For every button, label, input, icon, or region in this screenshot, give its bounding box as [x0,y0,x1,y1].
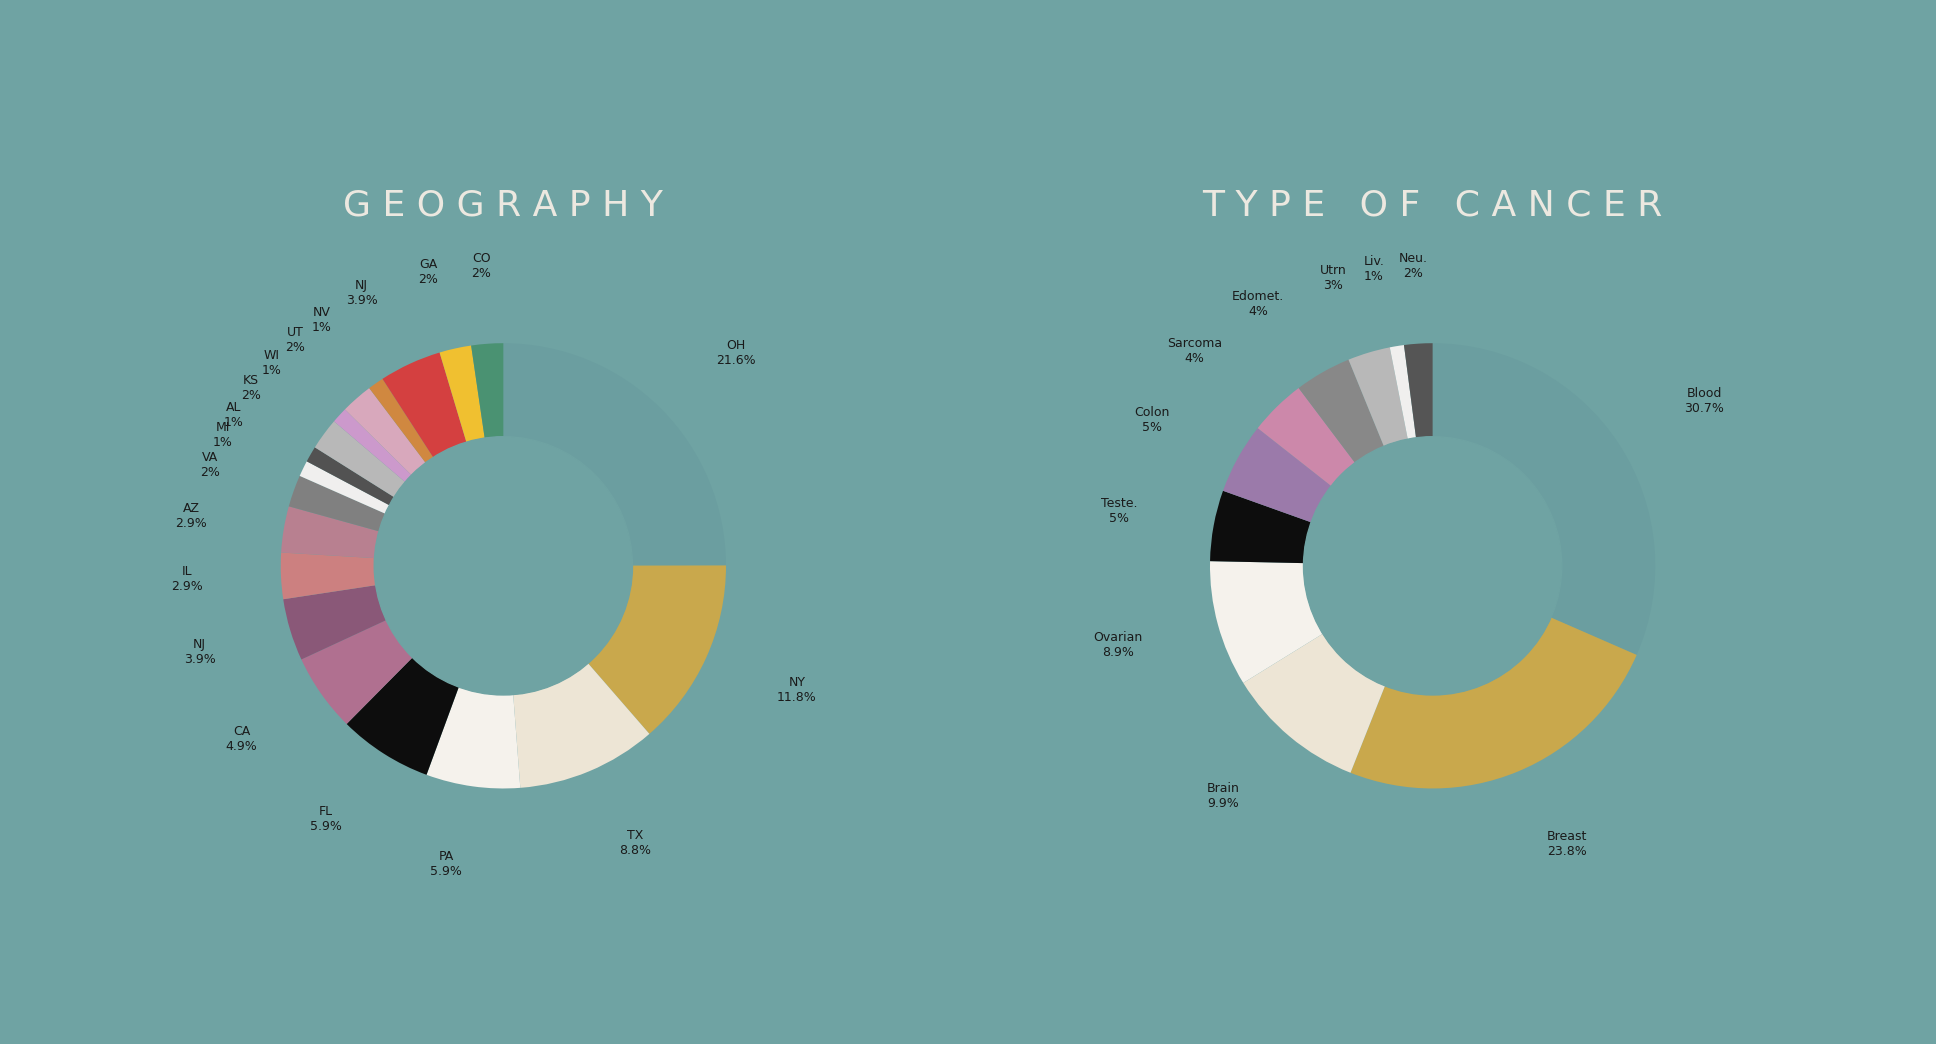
Circle shape [374,436,633,695]
Text: T Y P E   O F   C A N C E R: T Y P E O F C A N C E R [1202,188,1663,222]
Text: NV
1%: NV 1% [312,306,331,333]
Wedge shape [1433,343,1655,655]
Wedge shape [1351,617,1636,788]
Text: Blood
30.7%: Blood 30.7% [1684,387,1723,416]
Wedge shape [345,388,426,475]
Text: GA
2%: GA 2% [418,258,438,286]
Text: UT
2%: UT 2% [285,326,306,354]
Wedge shape [470,343,503,438]
Wedge shape [589,566,726,734]
Wedge shape [1210,562,1322,683]
Wedge shape [439,346,484,442]
Text: IL
2.9%: IL 2.9% [172,566,203,593]
Text: CO
2%: CO 2% [472,252,492,280]
Wedge shape [1349,348,1407,446]
Text: AZ
2.9%: AZ 2.9% [174,502,207,530]
Text: MI
1%: MI 1% [213,421,232,449]
Wedge shape [426,687,521,788]
Wedge shape [1243,634,1384,773]
Wedge shape [335,409,412,482]
Text: Breast
23.8%: Breast 23.8% [1547,830,1588,858]
Text: Ovarian
8.9%: Ovarian 8.9% [1094,631,1142,659]
Text: Neu.
2%: Neu. 2% [1398,252,1427,280]
Text: OH
21.6%: OH 21.6% [716,339,755,367]
Text: Colon
5%: Colon 5% [1134,406,1169,434]
Text: NJ
3.9%: NJ 3.9% [347,279,378,307]
Wedge shape [503,343,726,566]
Text: WI
1%: WI 1% [261,349,283,377]
Wedge shape [283,586,385,660]
Text: Teste.
5%: Teste. 5% [1100,497,1136,525]
Text: PA
5.9%: PA 5.9% [430,850,463,878]
Wedge shape [288,476,385,531]
Wedge shape [300,461,389,514]
Wedge shape [1390,346,1415,440]
Text: VA
2%: VA 2% [201,451,221,479]
Text: Sarcoma
4%: Sarcoma 4% [1167,337,1222,365]
Wedge shape [370,379,434,462]
Text: G E O G R A P H Y: G E O G R A P H Y [343,188,664,222]
Text: Utrn
3%: Utrn 3% [1320,264,1347,292]
Wedge shape [1299,360,1384,462]
Text: Liv.
1%: Liv. 1% [1363,255,1384,283]
Wedge shape [347,658,459,775]
Wedge shape [281,506,379,559]
Wedge shape [306,448,395,505]
Circle shape [1303,436,1562,695]
Wedge shape [1258,388,1355,485]
Text: FL
5.9%: FL 5.9% [310,805,343,833]
Text: AL
1%: AL 1% [223,401,244,429]
Text: NY
11.8%: NY 11.8% [776,677,817,705]
Text: Edomet.
4%: Edomet. 4% [1231,290,1284,318]
Wedge shape [302,620,412,723]
Wedge shape [281,552,376,599]
Wedge shape [1210,491,1311,563]
Text: NJ
3.9%: NJ 3.9% [184,639,215,666]
Wedge shape [513,663,649,788]
Wedge shape [1404,343,1433,437]
Text: KS
2%: KS 2% [242,374,261,402]
Wedge shape [1224,428,1332,522]
Text: Brain
9.9%: Brain 9.9% [1206,782,1239,810]
Text: CA
4.9%: CA 4.9% [227,725,257,753]
Wedge shape [316,422,405,497]
Text: TX
8.8%: TX 8.8% [620,829,650,857]
Wedge shape [383,353,467,457]
